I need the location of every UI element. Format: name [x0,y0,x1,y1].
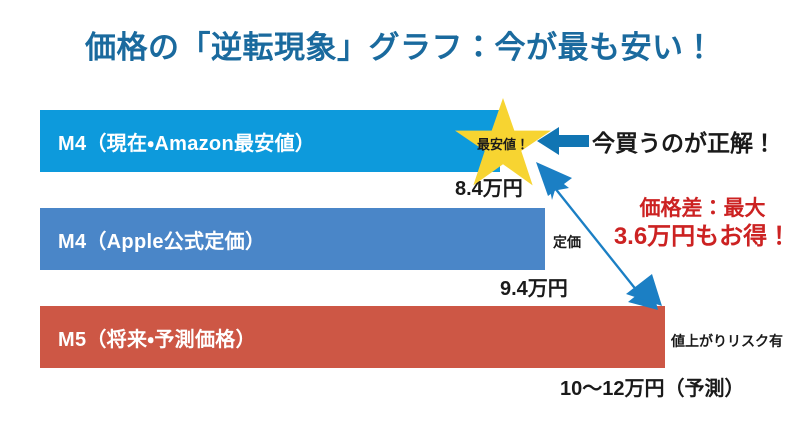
bar-label-m4-apple: M4（Apple公式定価） [58,230,266,253]
bar-value-m4-amazon: 8.4万円 [455,178,523,200]
bar-m4-apple: M4（Apple公式定価） [40,208,545,270]
bar-value-m4-apple: 9.4万円 [500,278,568,300]
callout-buy-now-text: 今買うのが正解！ [592,130,776,156]
double-headed-arrow-icon [516,160,676,310]
price-difference-line-1: 価格差：最大 [639,197,766,220]
bar-label-m5-forecast: M5（将来・予測価格） [58,328,256,351]
bar-note-price-rise-risk: 値上がりリスク有 [671,333,783,349]
bar-note-list-price: 定価 [553,234,581,250]
chart-title: 価格の「逆転現象」グラフ：今が最も安い！ [85,30,715,65]
lowest-price-star-badge: 最安値！ [455,98,551,190]
bar-value-m5-forecast: 10〜12万円（予測） [560,378,745,400]
bar-m4-amazon: M4（現在・Amazon最安値） [40,110,500,172]
bar-m5-forecast: M5（将来・予測価格） [40,306,665,368]
price-difference-callout: 価格差：最大 3.6万円もお得！ [610,196,795,251]
star-badge-label: 最安値！ [476,137,529,152]
left-arrow-icon [537,126,589,156]
bar-label-m4-amazon: M4（現在・Amazon最安値） [58,132,316,155]
price-difference-line-2: 3.6万円もお得！ [613,222,792,250]
